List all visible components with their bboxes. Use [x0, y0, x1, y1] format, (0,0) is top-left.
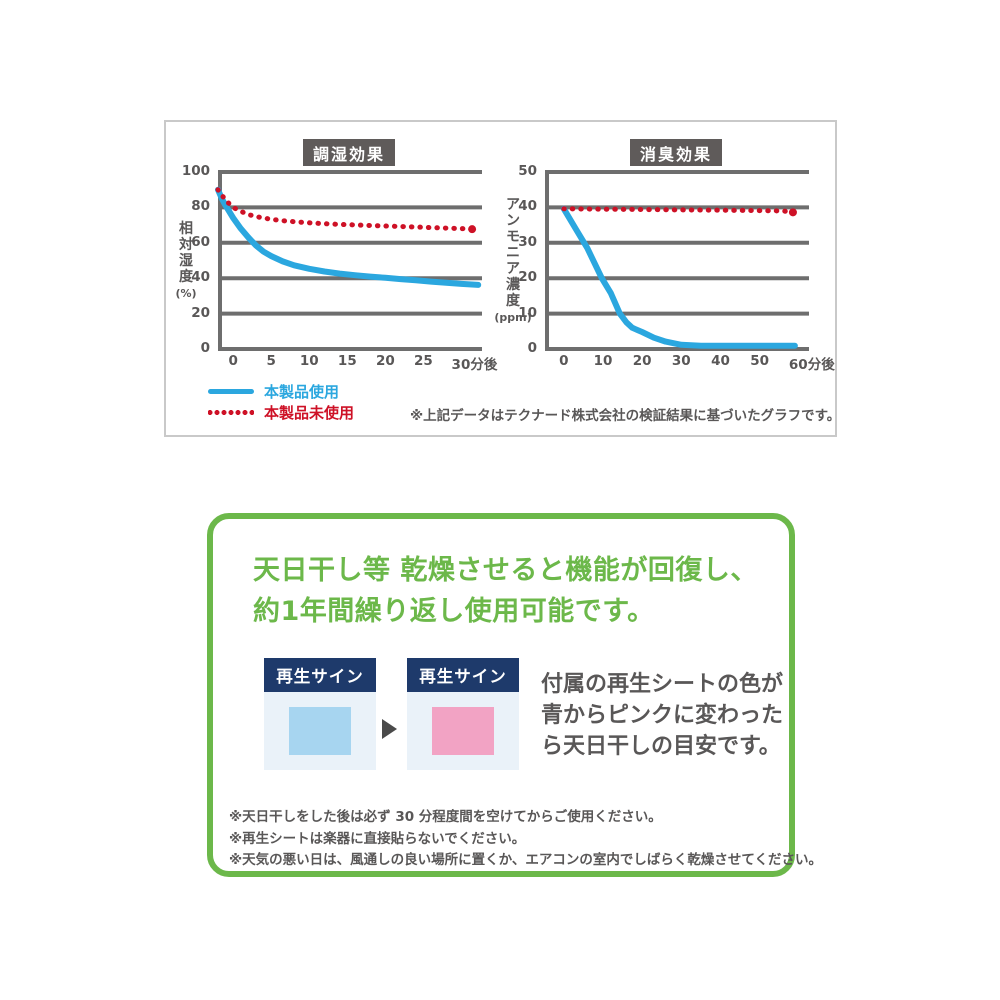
chart-legend: 本製品使用 本製品未使用 ※上記データはテクナード株式会社の検証結果に基づいたグ… [208, 379, 840, 425]
description-line: 付属の再生シートの色が [541, 672, 784, 697]
regeneration-sign-card-pink: 再生サイン [407, 658, 519, 770]
x-tick-label: 10 [299, 353, 319, 369]
x-tick-label: 20 [632, 353, 652, 369]
x-tick-label: 30 [671, 353, 691, 369]
legend-item-product-unused: 本製品未使用 [208, 402, 354, 422]
deodorize-x-axis-ticks: 0 10 20 30 40 50 60分後 [545, 353, 835, 373]
y-axis-title-char: ン [506, 213, 520, 229]
y-tick-label: 20 [191, 304, 210, 321]
solid-line-icon [208, 388, 254, 394]
x-tick-label: 15 [337, 353, 357, 369]
deodorize-plot-area [545, 170, 809, 351]
y-tick-label: 40 [191, 269, 210, 286]
y-axis-unit: (ppm) [494, 311, 532, 324]
y-axis-title-char: 対 [179, 237, 193, 253]
x-tick-label: 10 [593, 353, 613, 369]
y-tick-label: 10 [518, 304, 537, 321]
regeneration-sign-card-blue: 再生サイン [264, 658, 376, 770]
x-tick-label: 0 [559, 353, 569, 369]
x-tick-label: 30分後 [451, 357, 498, 373]
footnotes: ※天日干しをした後は必ず 30 分程度間を空けてからご使用ください。 ※再生シー… [229, 807, 822, 872]
y-tick-label: 100 [181, 163, 210, 179]
dotted-line-icon [208, 408, 254, 416]
pink-sheet-swatch [432, 707, 494, 755]
y-tick-label: 0 [200, 340, 210, 356]
sign-card-body [264, 692, 376, 770]
footnote-line: ※天気の悪い日は、風通しの良い場所に置くか、エアコンの室内でしばらく乾燥させてく… [229, 852, 822, 868]
humidity-y-axis-title: 相対湿度 (%) [160, 172, 212, 349]
deodorize-chart-title-badge: 消臭効果 [630, 139, 722, 166]
x-tick-label: 40 [711, 353, 730, 369]
y-axis-unit: (%) [175, 287, 197, 300]
deodorize-y-axis-title: アンモニア濃度 (ppm) [487, 172, 539, 349]
footnote-line: ※再生シートは楽器に直接貼らないでください。 [229, 830, 526, 847]
x-tick-label: 50 [750, 353, 770, 369]
description-line: ら天日干しの目安です。 [541, 734, 781, 759]
deodorize-y-axis-ticks: 0 10 20 30 40 50 [483, 130, 537, 380]
y-axis-title-char: 度 [179, 269, 193, 285]
x-tick-label: 0 [228, 353, 238, 369]
data-source-note: ※上記データはテクナード株式会社の検証結果に基づいたグラフです。 [410, 408, 841, 424]
y-tick-label: 80 [191, 198, 210, 215]
humidity-x-axis-ticks: 0 5 10 15 20 25 30分後 [218, 353, 508, 373]
y-axis-title-char: ア [506, 197, 520, 213]
y-axis-title-char: 度 [506, 293, 520, 309]
y-tick-label: 0 [527, 340, 537, 356]
y-tick-label: 40 [518, 198, 537, 215]
humidity-chart-title-badge: 調湿効果 [303, 139, 395, 166]
x-tick-label: 20 [375, 353, 395, 369]
sign-card-header: 再生サイン [407, 658, 519, 692]
sheet-description: 付属の再生シートの色が 青からピンクに変わった ら天日干しの目安です。 [541, 669, 783, 762]
description-line: 青からピンクに変わった [541, 703, 784, 728]
x-tick-label: 5 [266, 353, 276, 369]
legend-label: 本製品未使用 [264, 403, 355, 422]
sign-card-header: 再生サイン [264, 658, 376, 692]
humidity-y-axis-ticks: 0 20 40 60 80 100 [156, 130, 210, 380]
y-tick-label: 20 [518, 269, 537, 286]
blue-sheet-swatch [289, 707, 351, 755]
y-axis-title-char: ニ [506, 245, 520, 261]
y-axis-title-char: ア [506, 261, 520, 277]
y-axis-title-char: 濃 [506, 277, 520, 293]
y-axis-title-char: 湿 [179, 253, 193, 269]
legend-item-product-used: 本製品使用 [208, 381, 339, 401]
humidity-chart: 調湿効果 相対湿度 (%) 0 20 40 60 80 100 0 5 10 15 20 25 30分後 [148, 130, 508, 380]
y-tick-label: 30 [518, 233, 537, 250]
footnote-line: ※天日干しをした後は必ず 30 分程度間を空けてからご使用ください。 [229, 809, 662, 825]
recovery-heading: 天日干し等 乾燥させると機能が回復し、 約1年間繰り返し使用可能です。 [253, 550, 758, 632]
recovery-panel: 天日干し等 乾燥させると機能が回復し、 約1年間繰り返し使用可能です。 再生サイ… [207, 513, 822, 877]
y-tick-label: 60 [191, 233, 210, 250]
y-axis-title-char: 相 [179, 221, 193, 237]
legend-label: 本製品使用 [264, 382, 340, 401]
sign-card-body [407, 692, 519, 770]
recovery-heading-line2: 約1年間繰り返し使用可能です。 [253, 596, 655, 627]
x-tick-label: 60分後 [788, 357, 835, 373]
y-axis-title-char: モ [506, 229, 520, 245]
humidity-plot-area [215, 170, 482, 351]
deodorize-chart: 消臭効果 アンモニア濃度 (ppm) 0 10 20 30 40 50 0 10 20 30 40 5… [475, 130, 835, 380]
x-tick-label: 25 [414, 353, 433, 369]
recovery-heading-line1: 天日干し等 乾燥させると機能が回復し、 [253, 555, 758, 586]
arrow-right-icon [382, 719, 397, 739]
y-tick-label: 50 [518, 163, 537, 179]
